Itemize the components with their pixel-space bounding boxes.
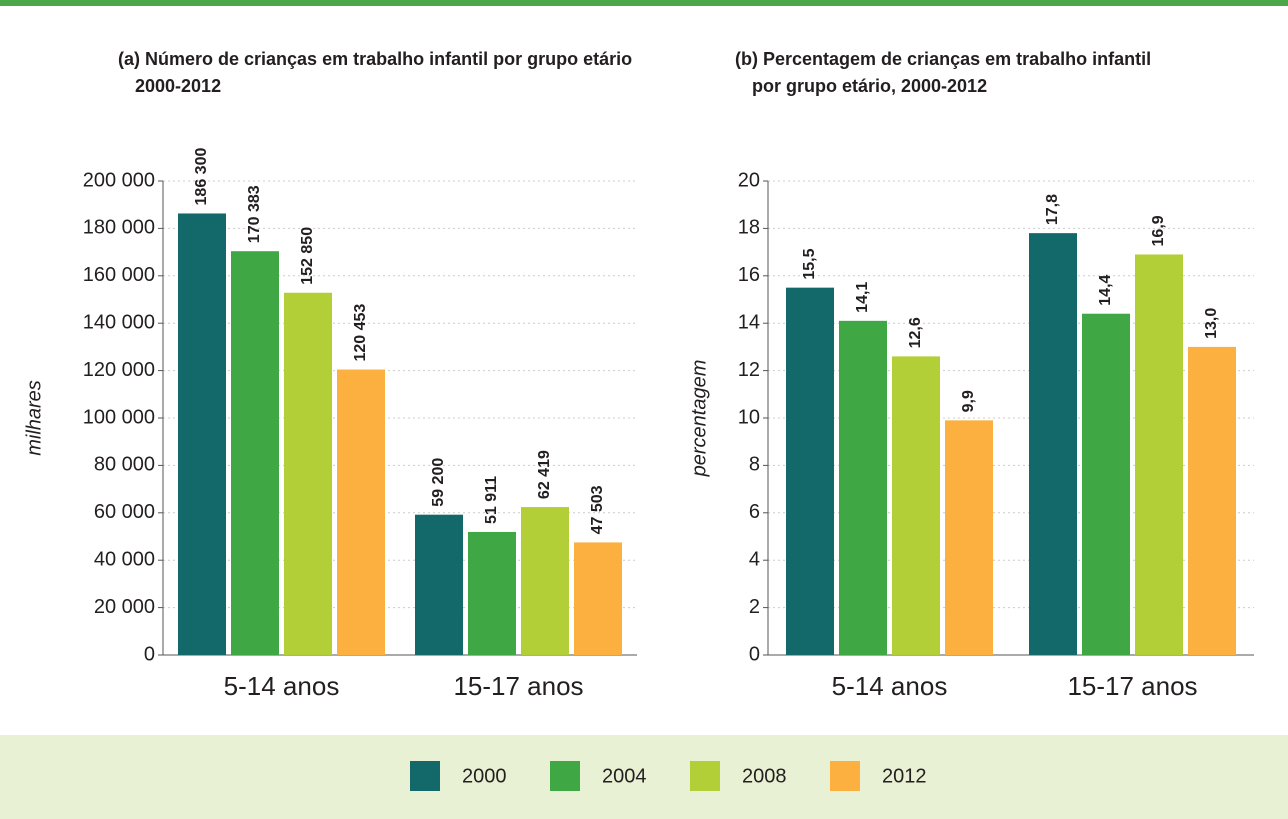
y-tick-label: 18: [738, 217, 760, 239]
legend-swatch: [830, 761, 860, 791]
bar: 2012: [945, 420, 993, 655]
data-label: 120 453: [352, 304, 369, 362]
data-label: 16,9: [1150, 215, 1167, 246]
bar: [284, 292, 332, 655]
bar: [1188, 346, 1236, 655]
legend-swatch: [690, 761, 720, 791]
data-label: 59 200: [430, 458, 447, 507]
bar: [1082, 313, 1130, 655]
y-tick-label: 0: [749, 643, 760, 665]
y-tick-label: 10: [738, 406, 760, 428]
y-tick-label: 20: [738, 169, 760, 191]
y-tick-label: 4: [749, 548, 760, 570]
x-tick-label: 5-14 anos: [832, 671, 948, 701]
x-tick-label: 15-17 anos: [453, 671, 583, 701]
data-label: 13,0: [1203, 308, 1220, 339]
y-tick-label: 160 000: [83, 264, 155, 286]
y-tick-label: 0: [144, 643, 155, 665]
y-tick-label: 6: [749, 501, 760, 523]
y-tick-label: 40 000: [94, 548, 155, 570]
data-label: 62 419: [536, 450, 553, 499]
legend-band: [0, 735, 1288, 819]
data-label: 170 383: [246, 185, 263, 243]
y-tick-label: 20 000: [94, 596, 155, 618]
legend-swatch: [410, 761, 440, 791]
data-label: 17,8: [1044, 194, 1061, 225]
top-strip: [0, 0, 1288, 6]
y-tick-label: 140 000: [83, 311, 155, 333]
y-tick-label: 14: [738, 311, 760, 333]
legend-label: 2012: [882, 765, 927, 787]
chart-title: 2000-2012: [135, 76, 221, 96]
bar: [468, 531, 516, 655]
y-axis-label: milhares: [23, 380, 45, 456]
bar: [1029, 233, 1077, 655]
y-tick-label: 2: [749, 596, 760, 618]
bar: [1135, 254, 1183, 655]
y-tick-label: 200 000: [83, 169, 155, 191]
legend-label: 2000: [462, 765, 507, 787]
data-label: 12,6: [907, 317, 924, 348]
y-tick-label: 180 000: [83, 217, 155, 239]
x-tick-label: 15-17 anos: [1067, 671, 1197, 701]
bar: [415, 514, 463, 655]
y-axis-label: percentagem: [688, 360, 710, 478]
y-tick-label: 100 000: [83, 406, 155, 428]
data-label: 47 503: [589, 485, 606, 534]
legend-swatch: [550, 761, 580, 791]
y-tick-label: 80 000: [94, 454, 155, 476]
data-label: 51 911: [483, 476, 500, 524]
bar: [574, 542, 622, 655]
chart-title: (a) Número de crianças em trabalho infan…: [118, 49, 632, 69]
data-label: 152 850: [299, 227, 316, 285]
bar: 2008: [892, 356, 940, 655]
y-tick-label: 12: [738, 359, 760, 381]
x-tick-label: 5-14 anos: [224, 671, 340, 701]
bar: [178, 213, 226, 655]
data-label: 14,1: [854, 282, 871, 313]
chart-title: por grupo etário, 2000-2012: [752, 76, 987, 96]
y-tick-label: 120 000: [83, 359, 155, 381]
bar: [337, 369, 385, 655]
data-label: 14,4: [1097, 274, 1114, 305]
data-label: 15,5: [801, 248, 818, 279]
bar: 2000: [786, 287, 834, 655]
y-tick-label: 60 000: [94, 501, 155, 523]
y-tick-label: 8: [749, 454, 760, 476]
y-tick-label: 16: [738, 264, 760, 286]
data-label: 9,9: [960, 390, 977, 412]
legend-label: 2004: [602, 765, 647, 787]
data-label: 186 300: [193, 148, 210, 206]
bar: 2004: [839, 320, 887, 655]
bar: [521, 507, 569, 655]
bar: [231, 251, 279, 655]
chart-title: (b) Percentagem de crianças em trabalho …: [735, 49, 1151, 69]
legend-label: 2008: [742, 765, 787, 787]
